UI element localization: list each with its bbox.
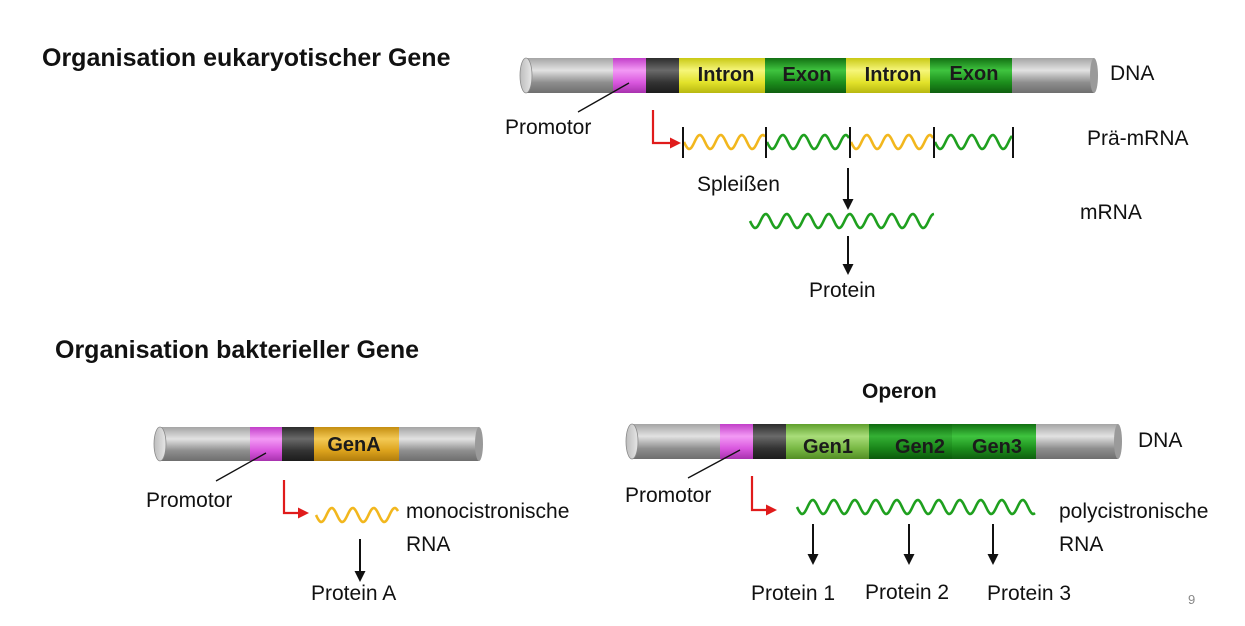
monocistronic-rna-label-line2: RNA bbox=[406, 533, 451, 556]
gen2-label: Gen2 bbox=[895, 436, 945, 458]
eukaryote-dna-strand bbox=[519, 57, 1098, 94]
gen2-segment bbox=[869, 424, 953, 459]
intron-segment bbox=[846, 58, 931, 93]
intron-label: Intron bbox=[698, 64, 755, 86]
polycistronic-rna-label-line1: polycistronische bbox=[1059, 500, 1209, 523]
dna-label: DNA bbox=[1110, 62, 1155, 85]
exon-segment bbox=[930, 58, 1013, 93]
protein-a-label: Protein A bbox=[311, 582, 397, 605]
promotor-label: Promotor bbox=[146, 489, 233, 512]
transcription-start-arrow bbox=[651, 110, 672, 145]
operator-segment bbox=[282, 427, 315, 461]
gen3-segment bbox=[952, 424, 1037, 459]
promotor-segment bbox=[613, 58, 647, 93]
transcription-start-arrow bbox=[282, 480, 300, 515]
bacterial-gene-dna-strand bbox=[153, 426, 483, 462]
promotor-pointer-line bbox=[215, 452, 267, 482]
splicing-label: Spleißen bbox=[697, 173, 780, 196]
protein-1-label: Protein 1 bbox=[751, 582, 836, 605]
monocistronic-rna-label-line1: monocistronische bbox=[406, 500, 570, 523]
polycistronic-rna-label-line2: RNA bbox=[1059, 533, 1104, 556]
exon-label: Exon bbox=[950, 63, 999, 85]
protein-label: Protein bbox=[809, 279, 876, 302]
promotor-segment bbox=[250, 427, 283, 461]
operator-segment bbox=[753, 424, 787, 459]
protein-2-label: Protein 2 bbox=[865, 581, 950, 604]
promotor-pointer-line bbox=[687, 449, 741, 479]
gen1-label: Gen1 bbox=[803, 436, 853, 458]
operon-dna-strand bbox=[625, 423, 1122, 460]
exon-segment bbox=[765, 58, 847, 93]
page-number: 9 bbox=[1188, 592, 1196, 607]
promotor-label: Promotor bbox=[625, 484, 712, 507]
pre-mrna-label: Prä-mRNA bbox=[1087, 127, 1189, 150]
exon-label: Exon bbox=[783, 64, 832, 86]
monocistronic-rna-label: monocistronische RNA bbox=[406, 495, 569, 561]
promotor-label: Promotor bbox=[505, 116, 592, 139]
mrna-label: mRNA bbox=[1080, 201, 1142, 224]
polycistronic-rna-strand bbox=[795, 498, 1036, 516]
monocistronic-rna-strand bbox=[314, 506, 400, 524]
promotor-segment bbox=[720, 424, 754, 459]
eukaryote-heading: Organisation eukaryotischer Gene bbox=[42, 44, 451, 72]
gene-a-label: GenA bbox=[327, 434, 380, 456]
protein-3-label: Protein 3 bbox=[987, 582, 1072, 605]
pre-mrna-strand bbox=[682, 127, 1014, 158]
promotor-pointer-line bbox=[577, 82, 630, 113]
gene-a-segment bbox=[314, 427, 400, 461]
polycistronic-rna-label: polycistronische RNA bbox=[1059, 495, 1208, 561]
operator-segment bbox=[646, 58, 680, 93]
bacteria-heading: Organisation bakterieller Gene bbox=[55, 336, 420, 364]
intron-segment bbox=[679, 58, 766, 93]
gen3-label: Gen3 bbox=[972, 436, 1022, 458]
gen1-segment bbox=[786, 424, 870, 459]
mrna-strand bbox=[748, 212, 935, 230]
intron-label: Intron bbox=[865, 64, 922, 86]
operon-title: Operon bbox=[862, 380, 937, 403]
transcription-start-arrow bbox=[750, 476, 768, 512]
dna-label: DNA bbox=[1138, 429, 1183, 452]
